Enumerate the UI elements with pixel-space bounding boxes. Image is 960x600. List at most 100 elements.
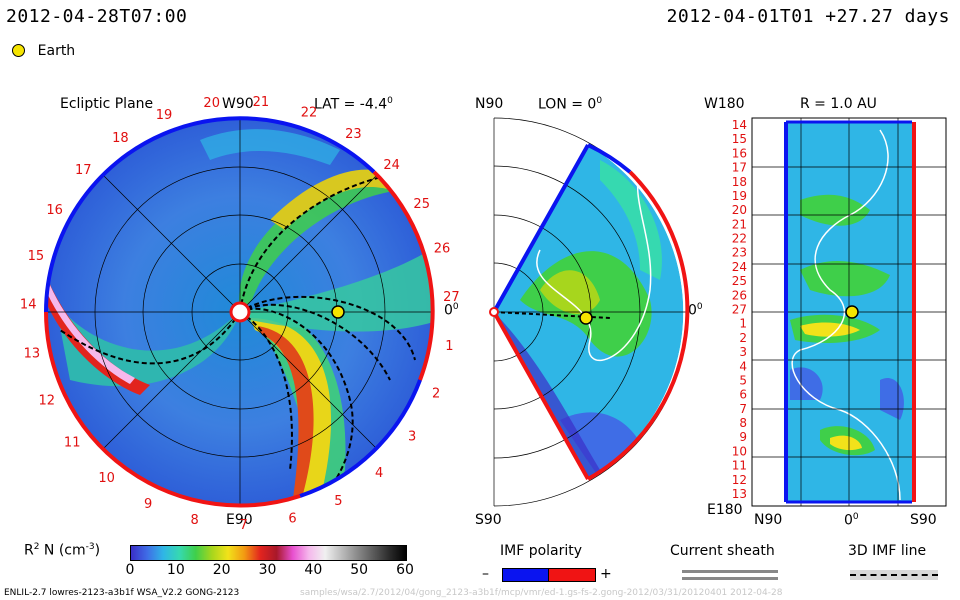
rotation-number: 21 xyxy=(253,95,270,110)
rotation-number: 12 xyxy=(39,393,56,408)
rotation-number: 18 xyxy=(112,131,129,146)
rotation-number: 23 xyxy=(345,127,362,142)
radial-tick-label: 4 xyxy=(739,359,747,373)
rotation-number: 9 xyxy=(144,497,152,512)
radial-tick-label: 21 xyxy=(732,217,747,231)
radial-bottom-s: S90 xyxy=(910,512,937,528)
radial-tick-label: 3 xyxy=(739,345,747,359)
radial-tick-label: 27 xyxy=(732,303,747,317)
rotation-number: 24 xyxy=(383,158,400,173)
colorbar-label: R2 N (cm-3) xyxy=(24,542,101,559)
imf-minus: – xyxy=(482,566,489,582)
colorbar-tick: 60 xyxy=(396,562,414,578)
imf-plus: + xyxy=(600,566,612,582)
radial-tick-label: 12 xyxy=(732,473,747,487)
imf-line-swatch xyxy=(850,570,938,580)
earth-legend-label: Earth xyxy=(37,43,76,59)
colorbar-tick: 40 xyxy=(304,562,323,578)
rotation-number: 22 xyxy=(301,106,318,121)
rotation-number: 7 xyxy=(240,518,248,533)
radial-tick-label: 23 xyxy=(732,246,747,260)
rotation-number: 6 xyxy=(288,511,296,526)
earth-icon xyxy=(12,44,25,57)
radial-tick-label: 14 xyxy=(732,118,747,132)
radial-tick-label: 2 xyxy=(739,331,747,345)
rotation-number: 19 xyxy=(156,108,173,123)
current-sheath-title: Current sheath xyxy=(670,543,775,559)
radial-tick-label: 20 xyxy=(732,203,747,217)
colorbar-tick: 50 xyxy=(350,562,369,578)
imf-positive-swatch xyxy=(548,568,596,582)
colorbar-tick: 10 xyxy=(166,562,185,578)
radial-tick-label: 19 xyxy=(732,189,747,203)
meridional-top-label: N90 xyxy=(475,96,504,112)
rotation-number: 3 xyxy=(408,430,416,445)
colorbar-ticks: 0 10 20 30 40 50 60 xyxy=(126,562,414,580)
radial-tick-label: 16 xyxy=(732,146,747,160)
ecliptic-title: Ecliptic Plane xyxy=(60,96,154,112)
earth-marker-ecliptic xyxy=(331,305,345,319)
meridional-lon-label: LON = 00 xyxy=(538,96,603,113)
rotation-number: 15 xyxy=(28,249,45,264)
footer-left: ENLIL-2.7 lowres-2123-a3b1f WSA_V2.2 GON… xyxy=(4,588,240,598)
rotation-number: 13 xyxy=(24,347,41,362)
rotation-number: 10 xyxy=(98,471,115,486)
ecliptic-right-label: 00 xyxy=(444,302,459,319)
radial-tick-label: 10 xyxy=(732,444,747,458)
radial-tick-label: 17 xyxy=(732,161,747,175)
rotation-number: 4 xyxy=(375,466,383,481)
footer-right: samples/wsa/2.7/2012/04/gong_2123-a3b1f/… xyxy=(300,588,783,598)
radial-tick-label: 22 xyxy=(732,232,747,246)
radial-bottom-n: N90 xyxy=(754,512,783,528)
ecliptic-bottom-label: E90 xyxy=(226,512,253,528)
radial-tick-label: 24 xyxy=(732,260,747,274)
imf-negative-swatch xyxy=(502,568,550,582)
radial-r-label: R = 1.0 AU xyxy=(800,96,877,112)
radial-top-label: W180 xyxy=(704,96,745,112)
rotation-number: 27 xyxy=(443,290,460,305)
rotation-number: 1 xyxy=(445,339,453,354)
rotation-number: 11 xyxy=(64,436,81,451)
current-sheath-line-1 xyxy=(682,570,778,573)
rotation-number: 16 xyxy=(46,203,63,218)
ecliptic-top-label: W90 xyxy=(222,96,254,112)
meridional-right-label: 00 xyxy=(688,302,703,319)
rotation-number: 17 xyxy=(75,163,92,178)
radial-tick-label: 25 xyxy=(732,274,747,288)
rotation-number: 20 xyxy=(203,96,220,111)
radial-tick-label: 18 xyxy=(732,175,747,189)
rotation-number: 8 xyxy=(191,513,199,528)
radial-tick-label: 15 xyxy=(732,132,747,146)
radial-bottom-mid: 00 xyxy=(844,512,859,529)
run-start-time: 2012-04-01T01 +27.27 days xyxy=(666,6,950,27)
meridional-bottom-label: S90 xyxy=(475,512,502,528)
current-sheath-line-2 xyxy=(682,577,778,580)
radial-tick-label: 13 xyxy=(732,487,747,501)
rotation-number: 5 xyxy=(334,494,342,509)
radial-tick-label: 8 xyxy=(739,416,747,430)
ecliptic-lat-label: LAT = -4.40 xyxy=(314,96,393,113)
radial-bottom-left-label: E180 xyxy=(707,502,743,518)
radial-tick-label: 1 xyxy=(739,317,747,331)
rotation-number: 26 xyxy=(434,242,451,257)
colorbar-tick: 30 xyxy=(258,562,277,578)
radial-tick-label: 9 xyxy=(739,430,747,444)
radial-tick-label: 5 xyxy=(739,374,747,388)
earth-marker-meridional xyxy=(579,311,593,325)
radial-tick-label: 6 xyxy=(739,388,747,402)
current-time: 2012-04-28T07:00 xyxy=(6,6,188,27)
colorbar-tick: 20 xyxy=(212,562,231,578)
radial-tick-label: 26 xyxy=(732,288,747,302)
imf-line-title: 3D IMF line xyxy=(848,543,927,559)
rotation-number: 25 xyxy=(413,197,430,212)
radial-tick-label: 11 xyxy=(732,459,747,473)
imf-polarity-title: IMF polarity xyxy=(500,543,583,559)
colorbar-tick: 0 xyxy=(125,562,135,578)
rotation-number: 14 xyxy=(20,297,37,312)
colorbar xyxy=(130,545,407,561)
radial-tick-label: 7 xyxy=(739,402,747,416)
earth-marker-radial xyxy=(845,305,859,319)
